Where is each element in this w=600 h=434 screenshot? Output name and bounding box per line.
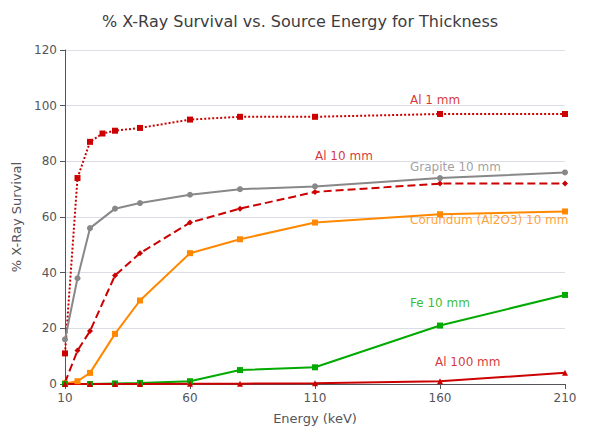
svg-text:60: 60 <box>42 210 57 224</box>
svg-text:Corundum (Al2O3) 10 mm: Corundum (Al2O3) 10 mm <box>410 213 569 227</box>
svg-text:0: 0 <box>49 377 57 391</box>
svg-text:Al 1 mm: Al 1 mm <box>410 93 460 107</box>
svg-text:40: 40 <box>42 266 57 280</box>
svg-text:% X-Ray Survival vs. Source En: % X-Ray Survival vs. Source Energy for T… <box>102 12 498 31</box>
svg-text:160: 160 <box>429 391 452 405</box>
svg-text:Energy (keV): Energy (keV) <box>273 411 357 426</box>
svg-text:120: 120 <box>34 43 57 57</box>
svg-text:% X-Ray Survival: % X-Ray Survival <box>9 162 24 272</box>
svg-text:110: 110 <box>304 391 327 405</box>
svg-text:60: 60 <box>182 391 197 405</box>
svg-text:Grapite 10 mm: Grapite 10 mm <box>410 160 501 174</box>
svg-text:80: 80 <box>42 154 57 168</box>
svg-text:210: 210 <box>554 391 577 405</box>
svg-text:10: 10 <box>57 391 72 405</box>
svg-text:100: 100 <box>34 99 57 113</box>
svg-text:Al 100 mm: Al 100 mm <box>435 355 500 369</box>
svg-text:Fe 10 mm: Fe 10 mm <box>410 296 470 310</box>
svg-text:20: 20 <box>42 321 57 335</box>
svg-text:Al 10 mm: Al 10 mm <box>315 149 373 163</box>
